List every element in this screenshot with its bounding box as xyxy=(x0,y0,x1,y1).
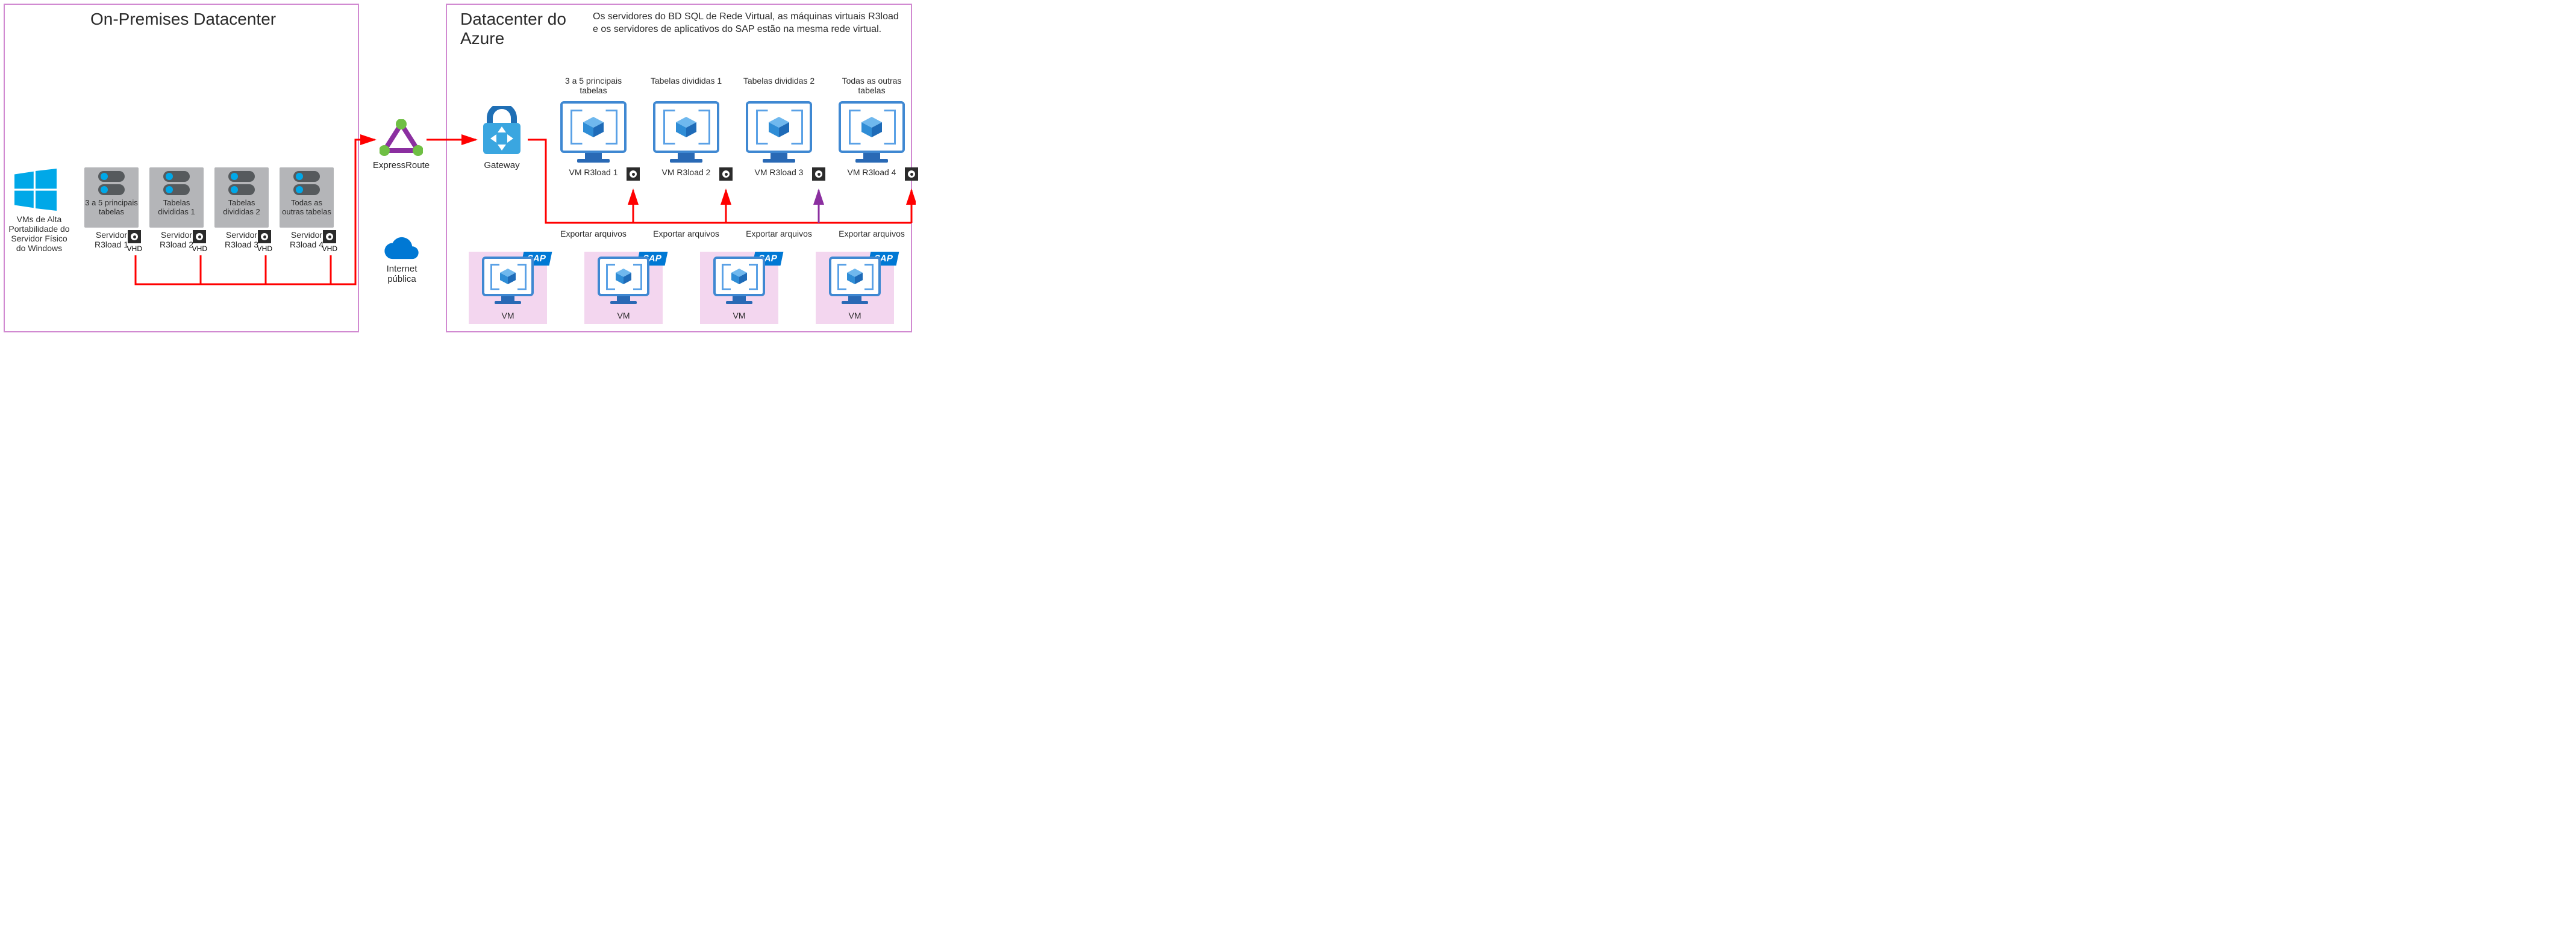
export-3: Exportar arquivos xyxy=(734,229,824,238)
disk-icon xyxy=(719,167,733,181)
export-4: Exportar arquivos xyxy=(827,229,917,238)
azure-title: Datacenter do Azure xyxy=(460,10,581,48)
gateway-icon xyxy=(481,106,523,160)
disk-icon xyxy=(193,230,206,243)
vhd-label: VHD xyxy=(127,244,142,253)
export-2: Exportar arquivos xyxy=(641,229,731,238)
server-1: 3 a 5 principais tabelas Servidor R3load… xyxy=(84,167,139,249)
disk-icon xyxy=(905,167,918,181)
sap-vm-label: VM xyxy=(469,311,547,320)
disk-icon xyxy=(627,167,640,181)
sap-vm-label: VM xyxy=(584,311,663,320)
server-box-label: Tabelas divididas 2 xyxy=(214,199,269,217)
server-4: Todas as outras tabelas Servidor R3load … xyxy=(280,167,334,249)
vm-top-2: Tabelas divididas 1 xyxy=(647,76,725,86)
disk-icon xyxy=(128,230,141,243)
expressroute-label: ExpressRoute xyxy=(369,160,434,170)
vm-r3load-3 xyxy=(743,101,815,163)
server-box-label: 3 a 5 principais tabelas xyxy=(84,199,139,217)
internet-label: Internet pública xyxy=(375,264,429,284)
disk-icon xyxy=(258,230,271,243)
server-box-label: Todas as outras tabelas xyxy=(280,199,334,217)
onprem-title: On-Premises Datacenter xyxy=(90,10,276,29)
vhd-label: VHD xyxy=(322,244,337,253)
server-3: Tabelas divididas 2 Servidor R3load 3 VH… xyxy=(214,167,269,249)
gateway-label: Gateway xyxy=(480,160,524,170)
windows-icon xyxy=(14,169,57,214)
server-box-label: Tabelas divididas 1 xyxy=(149,199,204,217)
vm-name-2: VM R3load 2 xyxy=(647,167,725,177)
vm-top-3: Tabelas divididas 2 xyxy=(740,76,818,86)
cloud-icon xyxy=(383,236,420,264)
vhd-label: VHD xyxy=(192,244,207,253)
vm-name-4: VM R3load 4 xyxy=(833,167,911,177)
disk-icon xyxy=(812,167,825,181)
expressroute-icon xyxy=(380,119,423,161)
azure-desc: Os servidores do BD SQL de Rede Virtual,… xyxy=(593,11,900,36)
sap-vm-label: VM xyxy=(816,311,894,320)
server-2: Tabelas divididas 1 Servidor R3load 2 VH… xyxy=(149,167,204,249)
export-1: Exportar arquivos xyxy=(548,229,639,238)
vm-r3load-2 xyxy=(650,101,722,163)
vm-name-1: VM R3load 1 xyxy=(554,167,633,177)
windows-label: VMs de Alta Portabilidade do Servidor Fí… xyxy=(6,214,72,253)
vm-r3load-4 xyxy=(836,101,908,163)
sap-vm-label: VM xyxy=(700,311,778,320)
disk-icon xyxy=(323,230,336,243)
vhd-label: VHD xyxy=(257,244,272,253)
vm-top-4: Todas as outras tabelas xyxy=(833,76,911,95)
vm-name-3: VM R3load 3 xyxy=(740,167,818,177)
vm-r3load-1 xyxy=(557,101,630,163)
vm-top-1: 3 a 5 principais tabelas xyxy=(554,76,633,95)
